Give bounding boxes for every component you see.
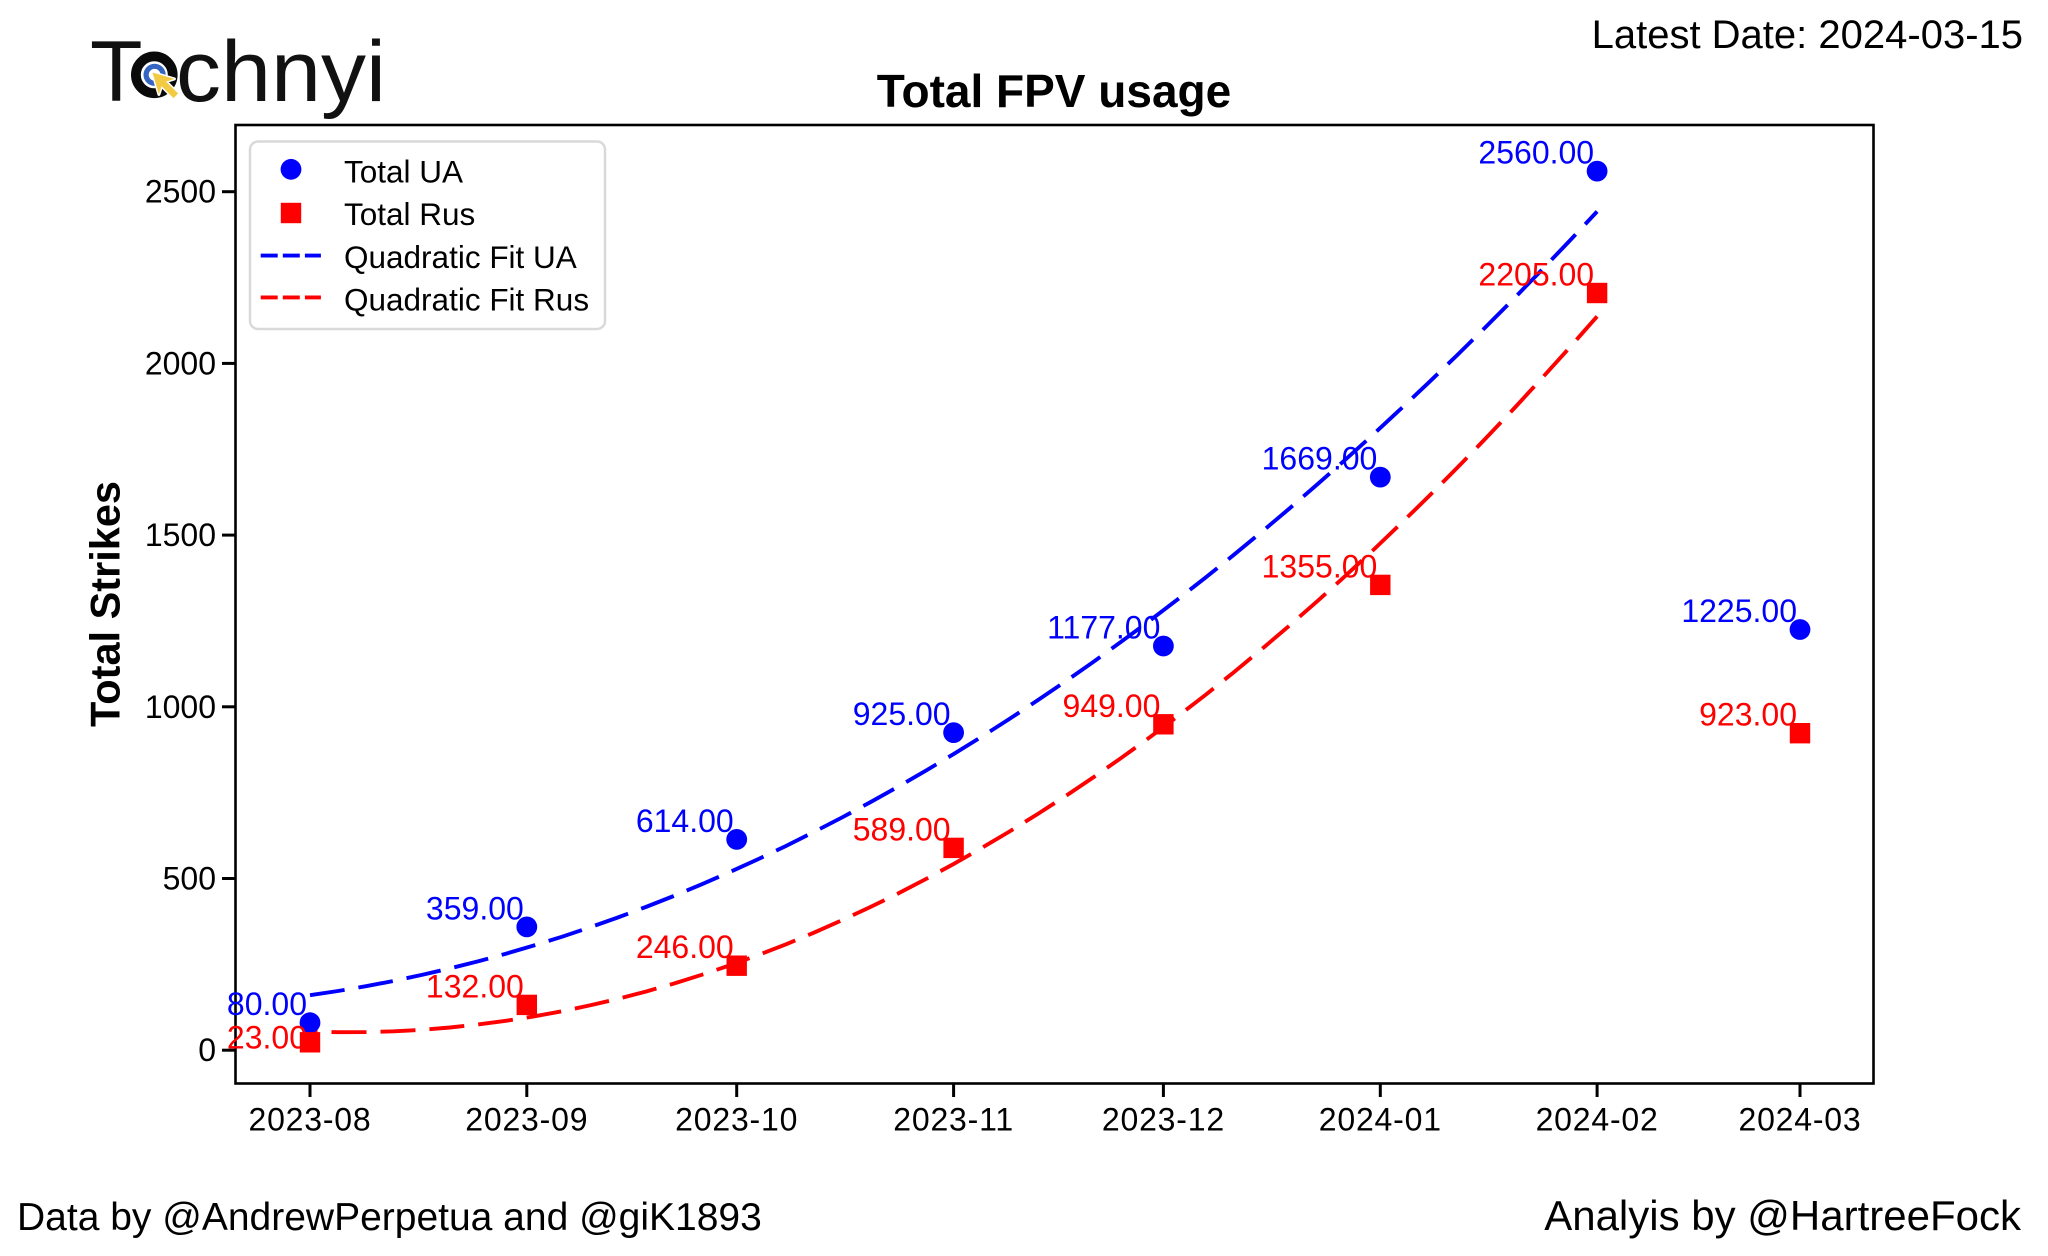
svg-text:589.00: 589.00 [853, 811, 951, 847]
svg-text:1500: 1500 [145, 517, 216, 553]
svg-text:1225.00: 1225.00 [1681, 593, 1797, 629]
svg-text:2000: 2000 [145, 345, 216, 381]
svg-text:132.00: 132.00 [426, 968, 524, 1004]
svg-text:949.00: 949.00 [1063, 688, 1161, 724]
svg-text:23.00: 23.00 [227, 1019, 307, 1055]
svg-text:246.00: 246.00 [636, 929, 734, 965]
svg-text:Latest Date: 2024-03-15: Latest Date: 2024-03-15 [1592, 13, 2023, 57]
svg-text:923.00: 923.00 [1699, 697, 1797, 733]
svg-text:Quadratic Fit Rus: Quadratic Fit Rus [344, 282, 589, 318]
svg-text:Quadratic Fit UA: Quadratic Fit UA [344, 239, 577, 275]
svg-text:1355.00: 1355.00 [1262, 548, 1378, 584]
svg-text:1000: 1000 [145, 689, 216, 725]
svg-text:500: 500 [163, 861, 216, 897]
svg-text:2023-08: 2023-08 [248, 1102, 371, 1138]
svg-text:359.00: 359.00 [426, 890, 524, 926]
svg-text:80.00: 80.00 [227, 986, 307, 1022]
svg-text:chnyi: chnyi [176, 24, 386, 120]
svg-text:Data by @AndrewPerpetua and @g: Data by @AndrewPerpetua and @giK1893 [17, 1196, 762, 1239]
svg-text:Total UA: Total UA [344, 153, 463, 189]
svg-text:2560.00: 2560.00 [1478, 135, 1594, 171]
svg-text:2023-12: 2023-12 [1102, 1102, 1225, 1138]
svg-text:2023-10: 2023-10 [675, 1102, 798, 1138]
svg-text:925.00: 925.00 [853, 696, 951, 732]
svg-text:2023-09: 2023-09 [465, 1102, 588, 1138]
svg-text:614.00: 614.00 [636, 803, 734, 839]
svg-text:Total Strikes: Total Strikes [82, 481, 129, 727]
svg-text:Total Rus: Total Rus [344, 196, 475, 232]
svg-text:2024-03: 2024-03 [1738, 1102, 1861, 1138]
svg-text:1669.00: 1669.00 [1262, 441, 1378, 477]
svg-text:2500: 2500 [145, 174, 216, 210]
svg-text:2205.00: 2205.00 [1478, 257, 1594, 293]
svg-text:0: 0 [198, 1032, 216, 1068]
svg-text:1177.00: 1177.00 [1047, 610, 1160, 646]
svg-text:2023-11: 2023-11 [893, 1102, 1014, 1138]
svg-text:Total FPV usage: Total FPV usage [877, 65, 1231, 117]
svg-text:Analyis by @HartreeFock: Analyis by @HartreeFock [1544, 1192, 2022, 1239]
svg-text:2024-01: 2024-01 [1319, 1102, 1442, 1138]
svg-text:2024-02: 2024-02 [1536, 1102, 1659, 1138]
